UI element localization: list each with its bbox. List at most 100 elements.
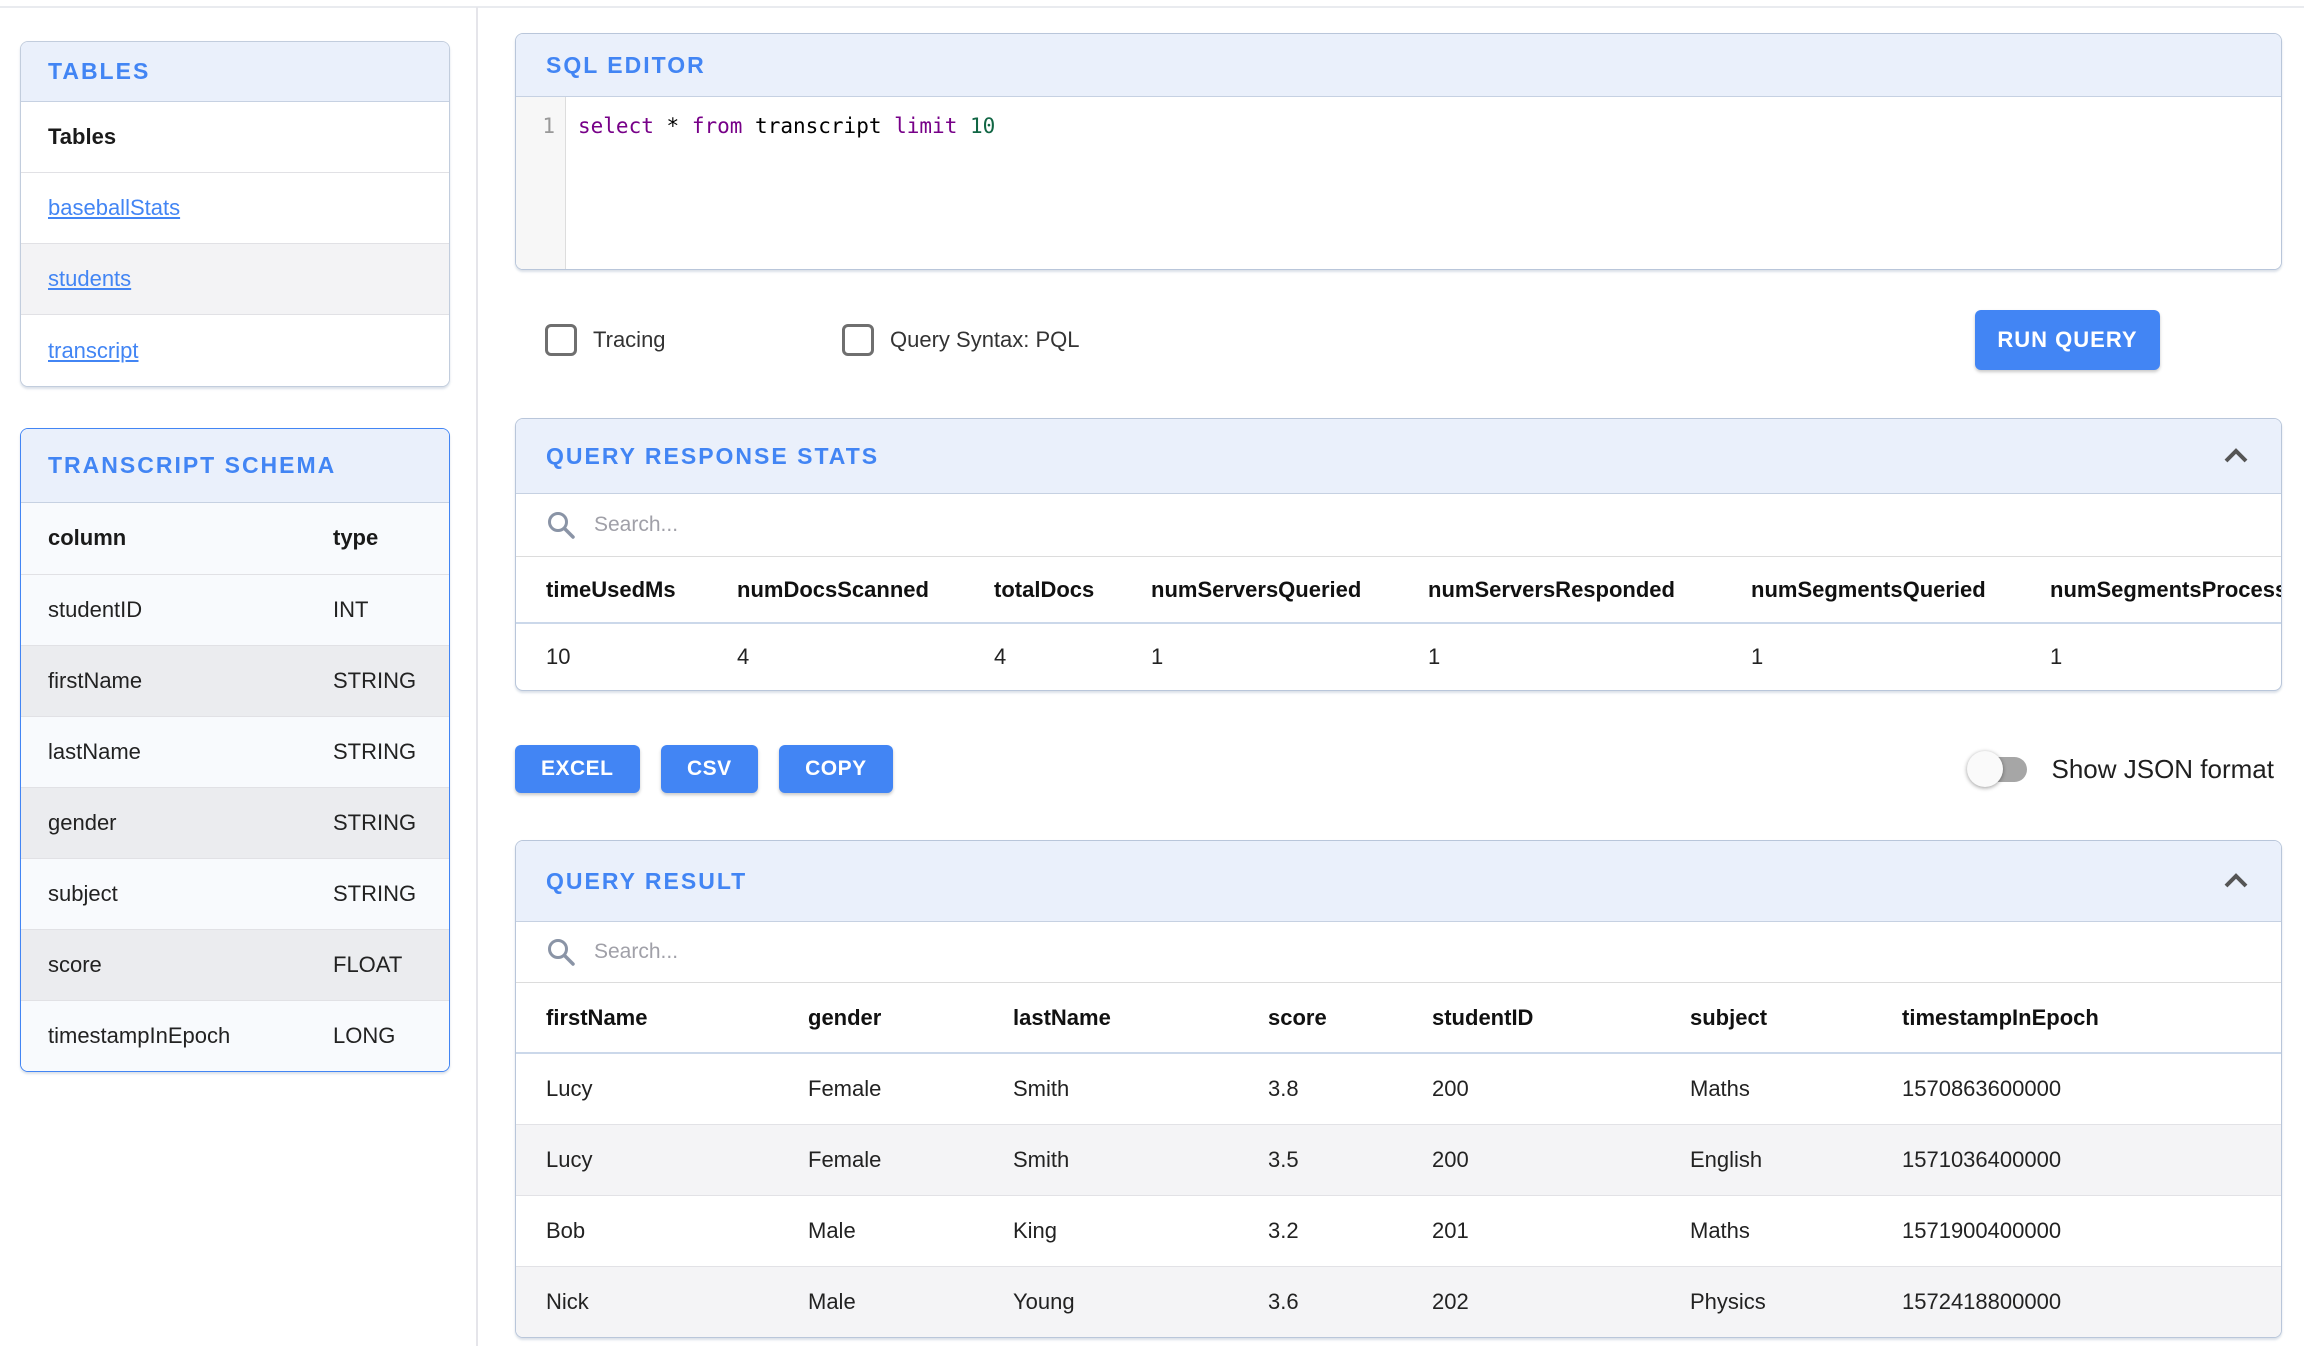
top-divider [0, 6, 2304, 8]
result-header-cell: score [1238, 983, 1402, 1054]
copy-button[interactable]: COPY [779, 745, 893, 793]
tables-panel-header: TABLES [21, 42, 449, 102]
pql-syntax-option: Query Syntax: PQL [842, 310, 1080, 370]
schema-column-cell: subject [21, 858, 306, 930]
result-panel-header: QUERY RESULT [516, 841, 2281, 922]
stats-table: timeUsedMs numDocsScanned totalDocs numServ… [516, 557, 2281, 690]
result-cell: 3.2 [1238, 1195, 1402, 1267]
tables-list-header-label: Tables [48, 124, 117, 149]
chevron-up-icon [2224, 873, 2248, 888]
code-token: from [691, 114, 743, 138]
stats-search-input[interactable] [594, 513, 2281, 537]
stats-cell: 1 [2050, 644, 2063, 669]
stats-cell: 1 [1751, 644, 1764, 669]
stats-header-cell: numDocsScanned [707, 557, 964, 624]
result-cell: 202 [1432, 1288, 1469, 1314]
code-token: * [666, 114, 680, 138]
result-header-cell: subject [1660, 983, 1872, 1054]
result-cell: Physics [1690, 1288, 1766, 1314]
result-cell: Maths [1660, 1053, 1872, 1125]
result-cell: 3.6 [1268, 1288, 1299, 1314]
search-icon [548, 939, 575, 966]
result-cell: 1572418800000 [1902, 1288, 2062, 1314]
table-row: 10 4 4 1 1 1 1 [516, 623, 2281, 690]
stats-collapse-button[interactable] [2221, 446, 2251, 466]
result-cell: Male [808, 1288, 856, 1314]
table-list-item: transcript [21, 315, 449, 386]
sql-editor-panel: SQL EDITOR 1 select * from transcript li… [515, 33, 2282, 270]
show-json-label: Show JSON format [2051, 753, 2274, 784]
schema-type-cell: STRING [306, 645, 449, 717]
table-link-transcript[interactable]: transcript [48, 337, 139, 363]
toggle-knob [1967, 751, 2004, 787]
result-cell: 3.8 [1238, 1053, 1402, 1125]
schema-type-cell: STRING [306, 858, 449, 930]
pql-syntax-checkbox[interactable] [842, 324, 874, 356]
result-cell: 200 [1402, 1053, 1660, 1125]
table-link-students[interactable]: students [48, 266, 132, 291]
stats-cell: 1 [1151, 644, 1164, 669]
stats-header-cell: totalDocs [964, 557, 1121, 624]
schema-col-header: type [306, 503, 449, 575]
sql-editor-header: SQL EDITOR [516, 34, 2281, 97]
schema-col-header: column [21, 503, 306, 575]
result-cell: King [983, 1195, 1238, 1267]
result-search-input[interactable] [594, 940, 2281, 964]
csv-button[interactable]: CSV [660, 745, 758, 793]
tables-panel: TABLES Tables baseballStats students trans… [20, 41, 450, 387]
query-controls: Tracing Query Syntax: PQL RUN QUERY [515, 310, 2282, 370]
table-row: Bob Male King 3.2 201 Maths 1571900400000 [516, 1195, 2281, 1267]
result-cell: Lucy [516, 1124, 778, 1196]
code-token: limit [894, 114, 958, 138]
run-query-button[interactable]: RUN QUERY [1975, 310, 2160, 370]
result-collapse-button[interactable] [2221, 871, 2251, 891]
tracing-checkbox[interactable] [545, 324, 577, 356]
result-search-row [516, 922, 2281, 983]
schema-type-cell: STRING [306, 716, 449, 788]
result-cell: 1570863600000 [1872, 1053, 2281, 1125]
result-cell: Nick [546, 1288, 589, 1314]
stats-header-cell: numServersQueried [1121, 557, 1398, 624]
stats-panel-header: QUERY RESPONSE STATS [516, 419, 2281, 494]
schema-row: gender STRING [21, 787, 449, 859]
stats-cell: 10 [546, 644, 571, 669]
stats-cell: 4 [994, 644, 1007, 669]
result-cell: Smith [983, 1124, 1238, 1196]
schema-row: subject STRING [21, 858, 449, 930]
schema-type-cell: STRING [306, 787, 449, 859]
code-line: select * from transcript limit 10 [578, 111, 2281, 141]
schema-panel-title: TRANSCRIPT SCHEMA [48, 452, 337, 478]
table-link-baseballStats[interactable]: baseballStats [48, 195, 181, 220]
code-token [679, 114, 692, 138]
result-header-cell: gender [778, 983, 983, 1054]
result-cell: Female [778, 1053, 983, 1125]
schema-column-cell: gender [21, 787, 306, 859]
schema-table: column type studentID INT firstName STRING l… [21, 503, 449, 1071]
stats-panel-title: QUERY RESPONSE STATS [546, 442, 880, 469]
schema-type-cell: INT [306, 574, 449, 646]
table-row: Lucy Female Smith 3.8 200 Maths 1570863600000 [516, 1053, 2281, 1125]
schema-panel-header: TRANSCRIPT SCHEMA [21, 429, 449, 503]
result-cell: 1571036400000 [1872, 1124, 2281, 1196]
schema-type-cell: FLOAT [306, 929, 449, 1001]
query-result-panel: QUERY RESULT firstNamegenderlastNamescor… [515, 840, 2282, 1338]
schema-row: lastName STRING [21, 716, 449, 788]
sidebar: TABLES Tables baseballStats students trans… [0, 7, 478, 1346]
result-header-row: firstName gender lastName score studentID sub… [516, 983, 2281, 1054]
code-token: select [578, 114, 654, 138]
line-number-gutter: 1 [516, 97, 566, 269]
show-json-toggle[interactable] [1967, 750, 2029, 788]
code-token: transcript [742, 114, 895, 138]
result-cell: Bob [516, 1195, 778, 1267]
result-cell: 200 [1402, 1124, 1660, 1196]
result-cell: Male [778, 1195, 983, 1267]
code-editor[interactable]: 1 select * from transcript limit 10 [516, 97, 2281, 269]
code-token [957, 114, 970, 138]
stats-search-row [516, 494, 2281, 557]
line-number: 1 [542, 114, 555, 138]
query-response-stats-panel: QUERY RESPONSE STATS timeUsedMsnumDocsSc… [515, 418, 2282, 691]
excel-button[interactable]: EXCEL [515, 745, 640, 793]
code-area[interactable]: select * from transcript limit 10 [566, 97, 2281, 269]
sql-editor-title: SQL EDITOR [546, 51, 706, 78]
